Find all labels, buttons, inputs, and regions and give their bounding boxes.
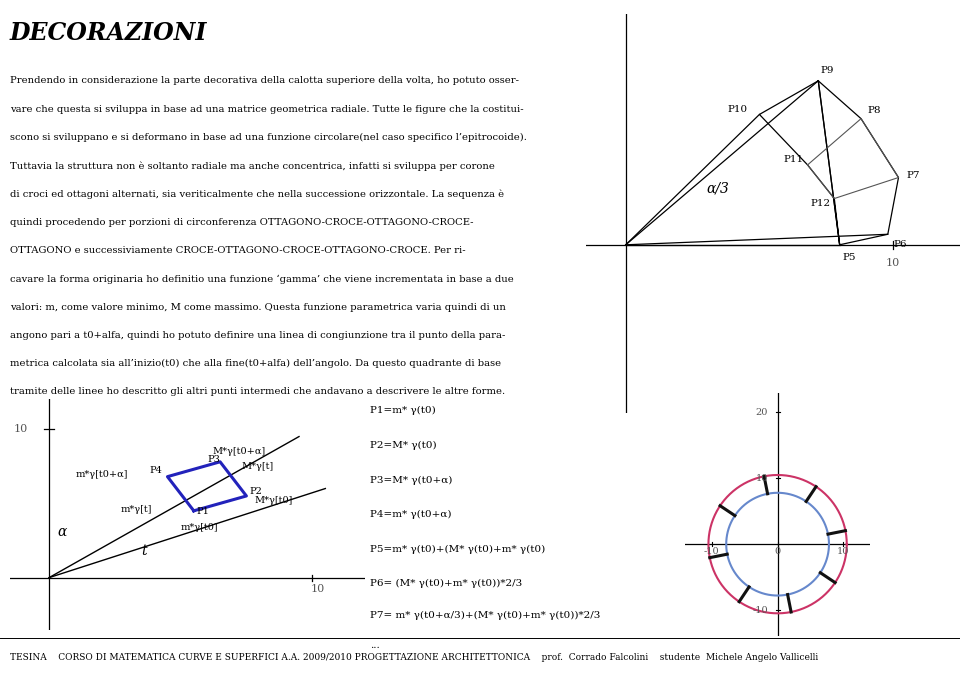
Text: ...: ... bbox=[370, 641, 379, 650]
Text: P4=m* γ(t0+α): P4=m* γ(t0+α) bbox=[370, 510, 451, 519]
Text: scono si sviluppano e si deformano in base ad una funzione circolare(nel caso sp: scono si sviluppano e si deformano in ba… bbox=[10, 133, 526, 142]
Text: 20: 20 bbox=[756, 408, 768, 417]
Text: cavare la forma originaria ho definitio una funzione ‘gamma’ che viene increment: cavare la forma originaria ho definitio … bbox=[10, 274, 514, 284]
Text: angono pari a t0+alfa, quindi ho potuto definire una linea di congiunzione tra i: angono pari a t0+alfa, quindi ho potuto … bbox=[10, 331, 505, 340]
Text: P5=m* γ(t0)+(M* γ(t0)+m* γ(t0): P5=m* γ(t0)+(M* γ(t0)+m* γ(t0) bbox=[370, 544, 545, 554]
Text: P5: P5 bbox=[842, 253, 855, 261]
Text: P2: P2 bbox=[249, 487, 262, 496]
Text: vare che questa si sviluppa in base ad una matrice geometrica radiale. Tutte le : vare che questa si sviluppa in base ad u… bbox=[10, 105, 523, 114]
Text: P8: P8 bbox=[868, 106, 881, 115]
Text: P7: P7 bbox=[906, 171, 920, 179]
Text: Tuttavia la struttura non è soltanto radiale ma anche concentrica, infatti si sv: Tuttavia la struttura non è soltanto rad… bbox=[10, 161, 494, 171]
Text: M*γ[t0+α]: M*γ[t0+α] bbox=[212, 447, 266, 456]
Text: P6: P6 bbox=[893, 240, 906, 249]
Text: m*γ[t]: m*γ[t] bbox=[120, 505, 152, 515]
Text: P2=M* γ(t0): P2=M* γ(t0) bbox=[370, 441, 436, 450]
Text: P7= m* γ(t0+α/3)+(M* γ(t0)+m* γ(t0))*2/3: P7= m* γ(t0+α/3)+(M* γ(t0)+m* γ(t0))*2/3 bbox=[370, 611, 600, 620]
Text: 10: 10 bbox=[837, 547, 850, 556]
Text: m*γ[t0]: m*γ[t0] bbox=[180, 523, 218, 532]
Text: P1: P1 bbox=[197, 507, 209, 516]
Text: M*γ[t0]: M*γ[t0] bbox=[254, 496, 293, 506]
Text: 10: 10 bbox=[310, 584, 324, 594]
Text: metrica calcolata sia all’inizio(t0) che alla fine(t0+alfa) dell’angolo. Da ques: metrica calcolata sia all’inizio(t0) che… bbox=[10, 359, 501, 368]
Text: P3=M* γ(t0+α): P3=M* γ(t0+α) bbox=[370, 475, 452, 485]
Text: P11: P11 bbox=[783, 155, 804, 164]
Text: tramite delle linee ho descritto gli altri punti intermedi che andavano a descri: tramite delle linee ho descritto gli alt… bbox=[10, 387, 505, 396]
Text: P6= (M* γ(t0)+m* γ(t0))*2/3: P6= (M* γ(t0)+m* γ(t0))*2/3 bbox=[370, 579, 522, 588]
Text: quindi procedendo per porzioni di circonferenza OTTAGONO-CROCE-OTTAGONO-CROCE-: quindi procedendo per porzioni di circon… bbox=[10, 218, 473, 227]
Text: P1=m* γ(t0): P1=m* γ(t0) bbox=[370, 406, 435, 416]
Text: valori: m, come valore minimo, M come massimo. Questa funzione parametrica varia: valori: m, come valore minimo, M come ma… bbox=[10, 303, 506, 311]
Text: -10: -10 bbox=[752, 605, 768, 615]
Text: M*γ[t]: M*γ[t] bbox=[241, 462, 274, 471]
Text: DECORAZIONI: DECORAZIONI bbox=[10, 22, 207, 45]
Text: OTTAGONO e successiviamente CROCE-OTTAGONO-CROCE-OTTAGONO-CROCE. Per ri-: OTTAGONO e successiviamente CROCE-OTTAGO… bbox=[10, 246, 466, 255]
Text: di croci ed ottagoni alternati, sia veriticalmente che nella successione orizzon: di croci ed ottagoni alternati, sia veri… bbox=[10, 190, 504, 199]
Text: 10: 10 bbox=[756, 474, 768, 483]
Text: α: α bbox=[57, 525, 66, 539]
Text: P4: P4 bbox=[149, 466, 162, 475]
Text: Prendendo in considerazione la parte decorativa della calotta superiore della vo: Prendendo in considerazione la parte dec… bbox=[10, 77, 518, 85]
Text: 10: 10 bbox=[886, 258, 900, 268]
Text: P3: P3 bbox=[207, 455, 220, 464]
Text: P10: P10 bbox=[728, 106, 748, 114]
Text: α/3: α/3 bbox=[706, 181, 729, 195]
Text: -10: -10 bbox=[704, 547, 720, 556]
Text: m*γ[t0+α]: m*γ[t0+α] bbox=[76, 470, 128, 479]
Text: P12: P12 bbox=[810, 199, 830, 208]
Text: 0: 0 bbox=[775, 547, 780, 556]
Text: 10: 10 bbox=[13, 424, 28, 434]
Text: P9: P9 bbox=[821, 66, 834, 75]
Text: TESINA    CORSO DI MATEMATICA CURVE E SUPERFICI A.A. 2009/2010 PROGETTAZIONE ARC: TESINA CORSO DI MATEMATICA CURVE E SUPER… bbox=[10, 653, 818, 661]
Text: t: t bbox=[141, 544, 147, 559]
